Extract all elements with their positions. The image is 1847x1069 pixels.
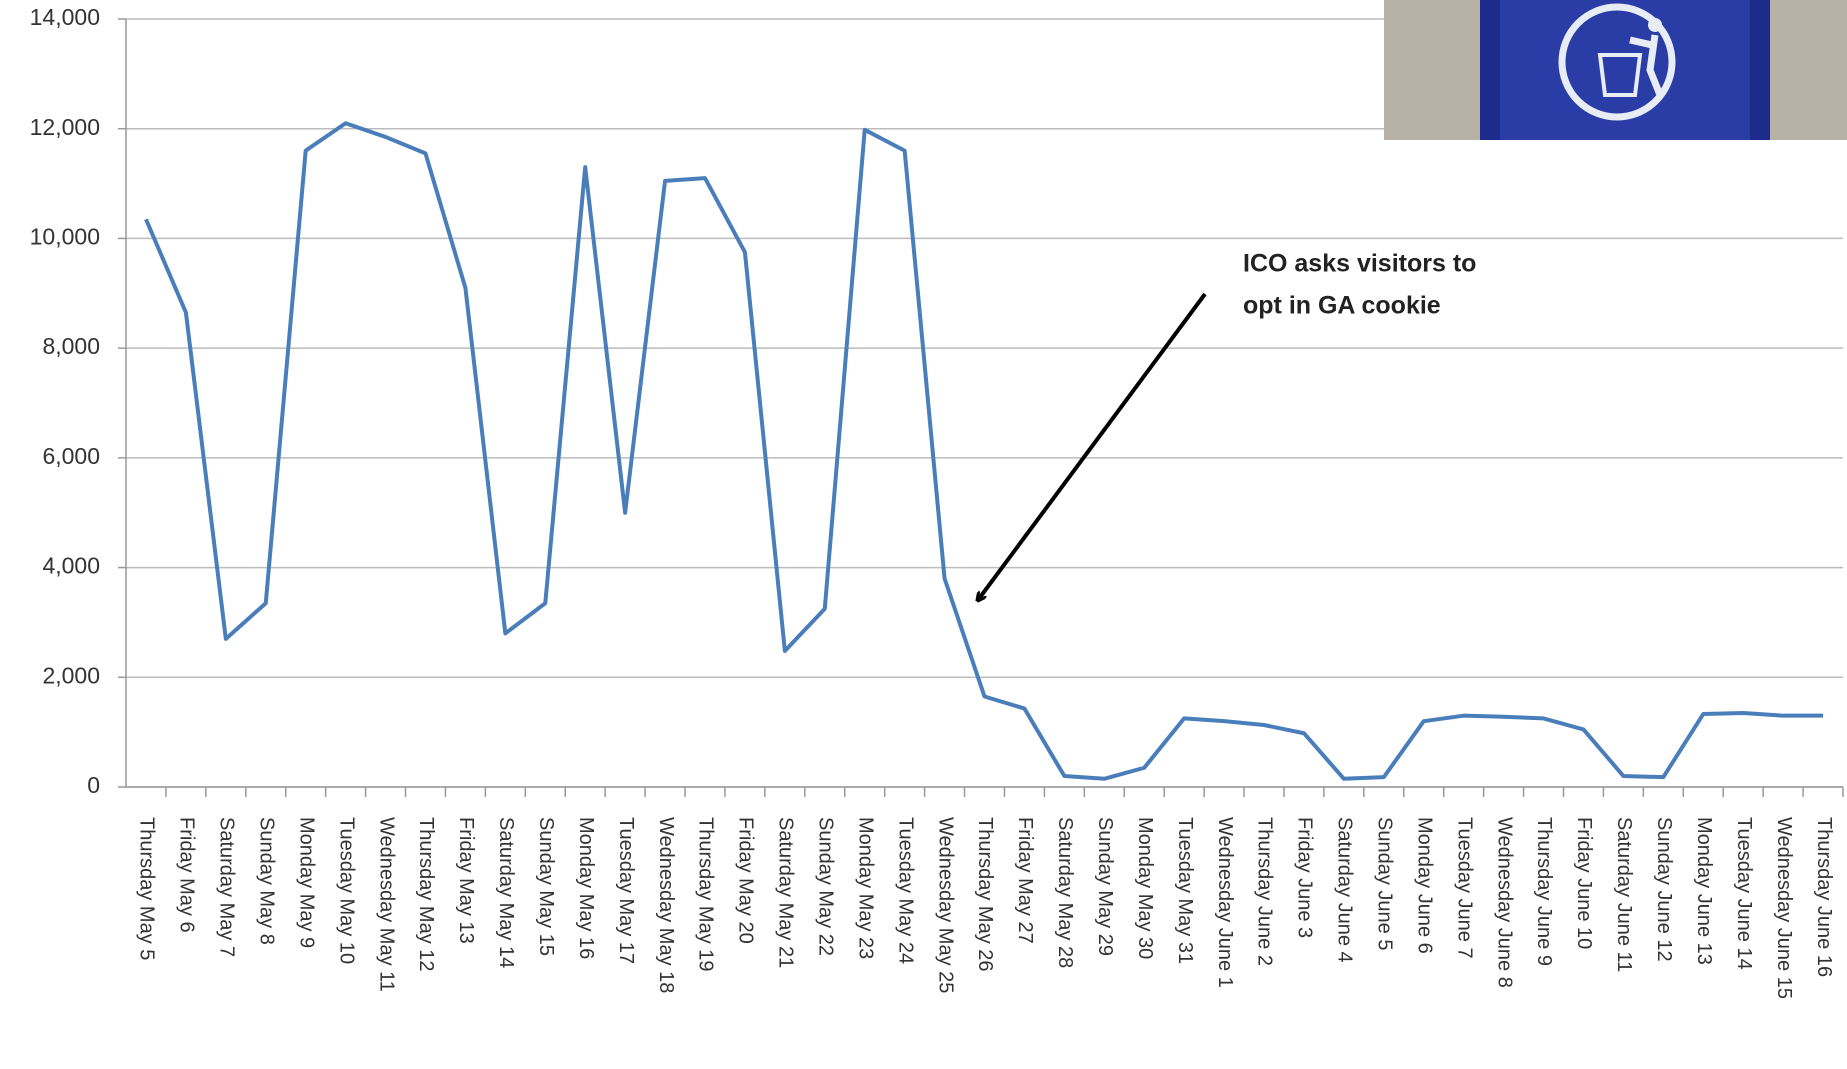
x-tick-label: Wednesday May 11 — [375, 817, 397, 992]
y-tick-label: 2,000 — [42, 662, 100, 688]
y-tick-label: 10,000 — [30, 224, 100, 250]
x-tick-label: Friday May 6 — [176, 817, 198, 933]
x-tick-label: Tuesday June 14 — [1733, 817, 1755, 970]
y-tick-label: 8,000 — [42, 333, 100, 359]
x-tick-label: Wednesday May 25 — [934, 817, 956, 993]
x-tick-label: Monday May 30 — [1134, 817, 1156, 959]
photo — [1384, 0, 1847, 140]
x-tick-label: Saturday May 28 — [1054, 817, 1076, 968]
annotation: ICO asks visitors to — [1243, 250, 1476, 278]
x-tick-label: Tuesday May 10 — [335, 817, 357, 964]
x-tick-label: Thursday June 9 — [1533, 817, 1555, 966]
x-tick-label: Monday May 9 — [295, 817, 317, 948]
y-tick-label: 0 — [87, 772, 100, 798]
x-tick-label: Friday June 3 — [1294, 817, 1316, 938]
x-tick-label: Sunday May 29 — [1094, 817, 1116, 956]
y-tick-label: 6,000 — [42, 443, 100, 469]
x-tick-label: Sunday May 8 — [255, 817, 277, 945]
x-tick-label: Sunday May 22 — [814, 817, 836, 956]
x-tick-label: Saturday May 14 — [495, 817, 517, 968]
y-tick-label: 12,000 — [30, 114, 100, 140]
x-tick-label: Friday May 13 — [455, 817, 477, 944]
y-tick-label: 4,000 — [42, 553, 100, 579]
x-tick-label: Wednesday May 18 — [655, 817, 677, 993]
x-tick-label: Wednesday June 8 — [1493, 817, 1515, 988]
x-tick-label: Thursday May 12 — [415, 817, 437, 972]
x-tick-label: Thursday May 19 — [695, 817, 717, 972]
plot: 0 2,000 4,000 6,000 8,000 10,000 12,000 14,000 T… — [30, 4, 1844, 999]
annotation-arrow — [978, 292, 1207, 600]
x-tick-label: Monday June 13 — [1693, 817, 1715, 965]
x-tick-label: Saturday June 11 — [1613, 817, 1635, 972]
x-tick-label: Thursday June 16 — [1813, 817, 1835, 977]
line-series — [144, 121, 1824, 781]
x-tick-label: Saturday May 21 — [775, 817, 797, 968]
x-tick-label: Saturday May 7 — [216, 817, 238, 957]
x-tick-label: Wednesday June 1 — [1214, 817, 1236, 988]
x-tick-label: Thursday May 5 — [136, 817, 158, 960]
x-tick-label: Thursday May 26 — [974, 817, 996, 972]
x-tick-label: Sunday May 15 — [535, 817, 557, 956]
x-tick-label: Sunday June 5 — [1374, 817, 1396, 950]
x-tick-label: Friday May 27 — [1014, 817, 1036, 944]
x-tick-label: Monday June 6 — [1413, 817, 1435, 954]
x-tick-label: Tuesday May 17 — [615, 817, 637, 964]
x-tick-label: Tuesday June 7 — [1453, 817, 1475, 959]
x-tick-label: Monday May 16 — [575, 817, 597, 959]
x-tick-label: Monday May 23 — [854, 817, 876, 959]
x-tick-label: Friday June 10 — [1573, 817, 1595, 949]
x-tick-label: Thursday June 2 — [1254, 817, 1276, 966]
x-tick-label: Sunday June 12 — [1653, 817, 1675, 962]
x-tick-label: Tuesday May 24 — [894, 817, 916, 964]
y-tick-label: 14,000 — [30, 4, 100, 30]
x-tick-label: Friday May 20 — [735, 817, 757, 944]
x-tick-label: Tuesday May 31 — [1174, 817, 1196, 964]
x-tick-label: Saturday June 4 — [1334, 817, 1356, 963]
x-tick-label: Wednesday June 15 — [1773, 817, 1795, 999]
annotation: opt in GA cookie — [1243, 292, 1441, 320]
